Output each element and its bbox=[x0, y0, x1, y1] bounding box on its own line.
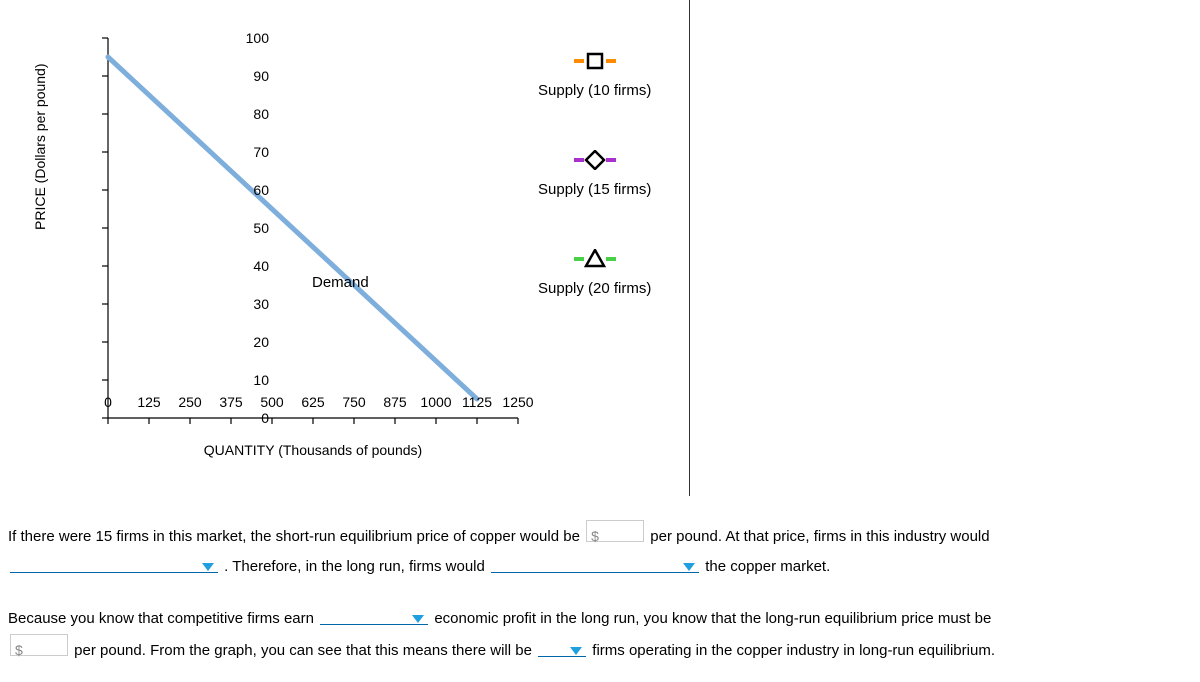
longrun-price-input[interactable]: $ bbox=[10, 634, 68, 656]
demand-line-label: Demand bbox=[312, 274, 369, 291]
demand-line bbox=[108, 57, 477, 399]
question-text: If there were 15 firms in this market, t… bbox=[8, 520, 1188, 666]
legend-label: Supply (20 firms) bbox=[538, 280, 651, 297]
y-axis-label: PRICE (Dollars per pound) bbox=[32, 63, 48, 230]
text-segment: If there were 15 firms in this market, t… bbox=[8, 528, 584, 545]
x-tick: 875 bbox=[377, 394, 413, 410]
x-tick: 1125 bbox=[459, 394, 495, 410]
y-tick: 10 bbox=[239, 372, 269, 388]
chart-svg bbox=[108, 38, 518, 418]
enter-exit-dropdown[interactable] bbox=[491, 552, 699, 573]
text-segment: per pound. At that price, firms in this … bbox=[650, 528, 989, 545]
legend-item-supply-10[interactable]: Supply (10 firms) bbox=[538, 50, 651, 99]
y-tick: 30 bbox=[239, 296, 269, 312]
profit-type-dropdown[interactable] bbox=[320, 604, 428, 625]
text-segment: . Therefore, in the long run, firms woul… bbox=[224, 558, 489, 575]
y-tick: 70 bbox=[239, 144, 269, 160]
square-marker-icon bbox=[568, 51, 622, 71]
x-tick: 375 bbox=[213, 394, 249, 410]
profit-loss-dropdown[interactable] bbox=[10, 552, 218, 573]
y-tick: 90 bbox=[239, 68, 269, 84]
x-tick: 500 bbox=[254, 394, 290, 410]
legend-item-supply-20[interactable]: Supply (20 firms) bbox=[538, 248, 651, 297]
chart-panel: PRICE (Dollars per pound) QUANTITY (Thou… bbox=[18, 0, 690, 496]
paragraph-2: Because you know that competitive firms … bbox=[8, 604, 1188, 666]
plot-area[interactable]: Demand bbox=[108, 38, 518, 418]
x-tick: 0 bbox=[90, 394, 126, 410]
chevron-down-icon bbox=[683, 563, 695, 571]
y-tick: 60 bbox=[239, 182, 269, 198]
chevron-down-icon bbox=[202, 563, 214, 571]
firm-count-dropdown[interactable] bbox=[538, 636, 586, 657]
x-tick: 1000 bbox=[418, 394, 454, 410]
y-tick: 40 bbox=[239, 258, 269, 274]
diamond-marker-icon bbox=[568, 150, 622, 170]
x-tick: 250 bbox=[172, 394, 208, 410]
text-segment: the copper market. bbox=[705, 558, 830, 575]
triangle-marker-icon bbox=[568, 249, 622, 269]
y-tick: 20 bbox=[239, 334, 269, 350]
legend-label: Supply (15 firms) bbox=[538, 181, 651, 198]
y-tick: 100 bbox=[239, 30, 269, 46]
legend-label: Supply (10 firms) bbox=[538, 82, 651, 99]
text-segment: firms operating in the copper industry i… bbox=[592, 642, 995, 659]
legend-item-supply-15[interactable]: Supply (15 firms) bbox=[538, 149, 651, 198]
chevron-down-icon bbox=[412, 615, 424, 623]
x-tick: 750 bbox=[336, 394, 372, 410]
paragraph-1: If there were 15 firms in this market, t… bbox=[8, 520, 1188, 582]
x-axis-label: QUANTITY (Thousands of pounds) bbox=[108, 442, 518, 458]
y-tick: 50 bbox=[239, 220, 269, 236]
x-tick: 125 bbox=[131, 394, 167, 410]
x-tick: 1250 bbox=[500, 394, 536, 410]
y-tick: 0 bbox=[239, 410, 269, 426]
text-segment: economic profit in the long run, you kno… bbox=[434, 610, 991, 627]
text-segment: per pound. From the graph, you can see t… bbox=[74, 642, 536, 659]
chevron-down-icon bbox=[570, 647, 582, 655]
x-tick: 625 bbox=[295, 394, 331, 410]
price-input-15-firms[interactable]: $ bbox=[586, 520, 644, 542]
text-segment: Because you know that competitive firms … bbox=[8, 610, 318, 627]
y-tick: 80 bbox=[239, 106, 269, 122]
chart-legend: Supply (10 firms) Supply (15 firms) bbox=[538, 50, 651, 347]
